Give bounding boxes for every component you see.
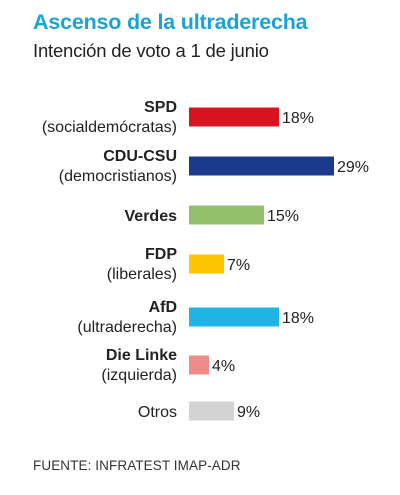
bar-die-linke <box>189 355 209 375</box>
bar-spd <box>189 107 279 127</box>
category-subtitle: (ultraderecha) <box>77 319 177 336</box>
bar-otros <box>189 401 234 421</box>
category-subtitle: (izquierda) <box>101 367 177 384</box>
category-name: SPD <box>144 99 177 116</box>
bar-cdu-csu <box>189 156 334 176</box>
value-label: 7% <box>227 257 250 274</box>
value-label: 18% <box>282 310 314 327</box>
chart-subtitle: Intención de voto a 1 de junio <box>33 40 269 61</box>
chart-title: Ascenso de la ultraderecha <box>33 10 308 34</box>
category-subtitle: (democristianos) <box>59 168 177 185</box>
bar-afd <box>189 307 279 327</box>
value-label: 9% <box>237 404 260 421</box>
value-label: 18% <box>282 110 314 127</box>
category-name: Die Linke <box>106 347 177 364</box>
value-label: 4% <box>212 358 235 375</box>
category-name: AfD <box>149 299 177 316</box>
source-note: FUENTE: INFRATEST IMAP-ADR <box>33 458 241 473</box>
value-label: 15% <box>267 208 299 225</box>
category-subtitle: (socialdemócratas) <box>42 119 177 136</box>
category-name: FDP <box>145 246 177 263</box>
bar-verdes <box>189 205 264 225</box>
category-name: Otros <box>138 404 177 421</box>
category-subtitle: (liberales) <box>107 266 177 283</box>
bar-fdp <box>189 254 224 274</box>
value-label: 29% <box>337 159 369 176</box>
category-name: Verdes <box>125 208 178 225</box>
category-name: CDU-CSU <box>103 148 177 165</box>
